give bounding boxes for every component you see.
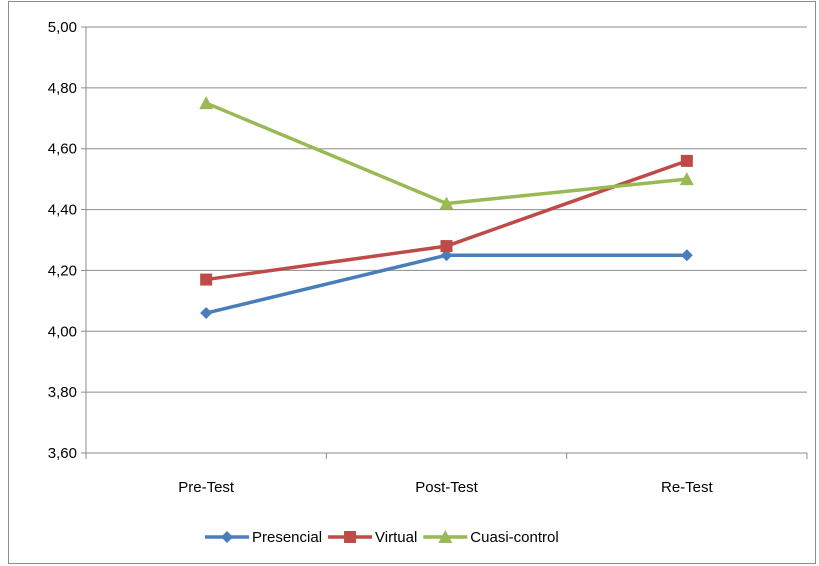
data-point-marker <box>440 249 453 262</box>
legend-label: Presencial <box>252 529 322 546</box>
series-line <box>205 253 687 315</box>
y-tick-label: 4,40 <box>48 202 77 219</box>
legend-marker <box>438 530 453 543</box>
y-tick-label: 4,20 <box>48 262 77 279</box>
y-tick-label: 3,60 <box>48 445 77 462</box>
series-presencial <box>200 249 693 320</box>
y-tick-label: 5,00 <box>48 19 77 36</box>
legend-marker <box>221 531 233 543</box>
data-point-marker <box>199 96 214 110</box>
legend-label: Cuasi-control <box>470 529 558 546</box>
data-point-marker <box>679 172 694 186</box>
x-tick-label: Re-Test <box>661 479 714 496</box>
legend-label: Virtual <box>375 529 417 546</box>
legend-marker <box>344 531 357 543</box>
gridlines <box>86 26 807 393</box>
legend-item: Presencial <box>205 529 322 546</box>
data-point-marker <box>440 240 453 253</box>
legend-item: Virtual <box>328 529 417 546</box>
x-tick-label: Pre-Test <box>178 479 235 496</box>
chart-frame <box>8 1 816 564</box>
y-axis-tick-labels: 3,60 3,80 4,00 4,20 4,40 4,60 4,80 5,00 <box>48 19 77 462</box>
x-tick-label: Post-Test <box>415 479 478 496</box>
y-tick-label: 3,80 <box>48 384 77 401</box>
legend-item: Cuasi-control <box>423 529 559 546</box>
series-cuasi-control <box>199 96 694 210</box>
series-group <box>199 96 694 320</box>
y-tick-label: 4,80 <box>48 80 77 97</box>
data-point-marker <box>200 273 213 286</box>
axes <box>81 26 808 459</box>
data-point-marker <box>680 154 693 167</box>
y-tick-label: 4,60 <box>48 141 77 158</box>
series-line <box>205 159 688 282</box>
data-point-marker <box>200 307 213 320</box>
x-axis-tick-labels: Pre-Test Post-Test Re-Test <box>178 479 713 496</box>
series-virtual <box>200 154 693 286</box>
y-tick-label: 4,00 <box>48 323 77 340</box>
legend: Presencial Virtual Cuasi-control <box>205 529 559 546</box>
data-point-marker <box>680 249 693 262</box>
data-point-marker <box>439 196 454 210</box>
series-line <box>205 101 688 206</box>
